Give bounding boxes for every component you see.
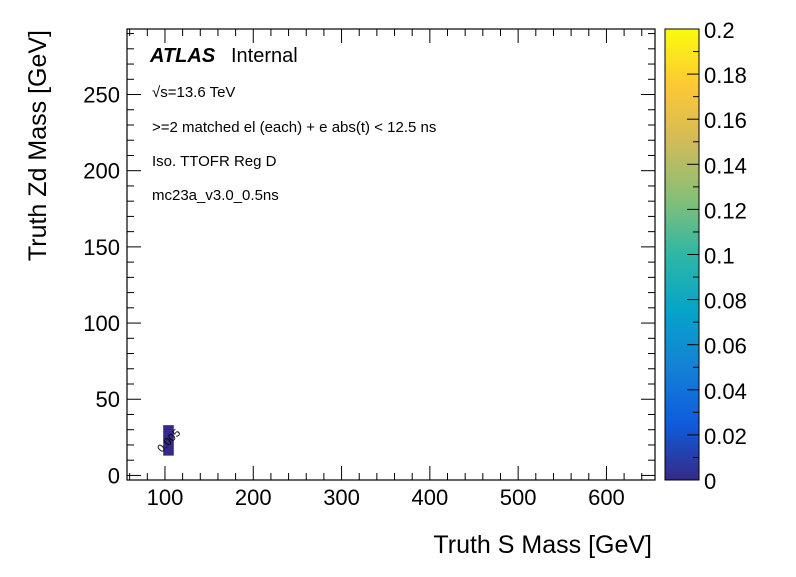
- colorbar-tick-label: 0.14: [704, 153, 747, 178]
- colorbar-tick-label: 0.08: [704, 289, 747, 314]
- x-tick-label: 300: [323, 485, 360, 510]
- colorbar-tick-label: 0.04: [704, 379, 747, 404]
- x-tick-label: 400: [411, 485, 448, 510]
- y-tick-label: 150: [83, 235, 120, 260]
- y-tick-label: 100: [83, 311, 120, 336]
- colorbar-tick-label: 0.18: [704, 63, 747, 88]
- x-tick-label: 500: [500, 485, 537, 510]
- heatmap-cells: 0.005: [155, 425, 183, 456]
- y-tick-label: 50: [96, 387, 120, 412]
- y-tick-label: 0: [108, 463, 120, 488]
- internal-label: Internal: [231, 45, 298, 67]
- colorbar-tick-label: 0.16: [704, 108, 747, 133]
- colorbar-tick-label: 0.12: [704, 198, 747, 223]
- y-tick-label: 200: [83, 159, 120, 184]
- colorbar-tick-label: 0.02: [704, 424, 747, 449]
- selection-label: >=2 matched el (each) + e abs(t) < 12.5 …: [152, 119, 436, 136]
- x-axis-ticks: 100 200 300 400 500 600: [129, 29, 643, 510]
- heatmap-cell: [163, 425, 174, 456]
- x-tick-label: 100: [147, 485, 184, 510]
- plot-frame: [126, 28, 656, 481]
- atlas-label: ATLAS: [149, 45, 216, 67]
- x-axis-label: Truth S Mass [GeV]: [433, 531, 652, 559]
- colorbar-tick-label: 0.1: [704, 244, 735, 269]
- colorbar-tick-label: 0.2: [704, 18, 735, 43]
- colorbar-ticks: 0 0.02 0.04 0.06 0.08 0.1 0.12 0.14 0.16 0.18 0.2: [687, 18, 747, 494]
- x-tick-label: 200: [235, 485, 272, 510]
- sample-label: mc23a_v3.0_0.5ns: [152, 187, 279, 204]
- colorbar-tick-label: 0.06: [704, 334, 747, 359]
- energy-label: √s=13.6 TeV: [152, 84, 235, 101]
- x-tick-label: 600: [588, 485, 625, 510]
- y-tick-label: 250: [83, 83, 120, 108]
- y-axis-label: Truth Zd Mass [GeV]: [24, 30, 52, 261]
- colorbar-tick-label: 0: [704, 469, 716, 494]
- y-axis-ticks: 0 50 100 150 200 250: [83, 33, 655, 488]
- region-label: Iso. TTOFR Reg D: [152, 153, 277, 170]
